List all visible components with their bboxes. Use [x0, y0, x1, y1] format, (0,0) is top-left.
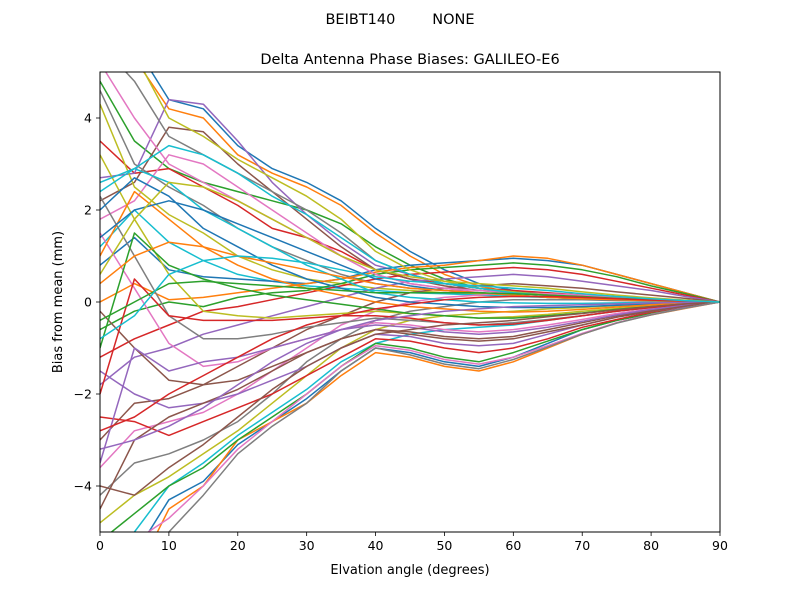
series-line-48 — [167, 301, 720, 532]
x-tick-label: 0 — [96, 538, 104, 553]
y-tick-label: 0 — [84, 295, 92, 310]
y-tick-label: −4 — [74, 479, 92, 494]
series-line-12 — [100, 255, 720, 303]
series-line-18 — [100, 298, 720, 496]
series-line-27 — [100, 232, 720, 368]
series-layer — [100, 72, 720, 532]
series-line-46 — [100, 301, 720, 496]
series-line-50 — [100, 255, 720, 340]
x-tick-label: 20 — [230, 538, 246, 553]
series-line-24 — [100, 301, 720, 437]
figure-suptitle: BEIBT140 NONE — [325, 12, 474, 28]
y-tick-label: 2 — [84, 203, 92, 218]
x-tick-label: 30 — [299, 538, 315, 553]
x-tick-label: 40 — [368, 538, 384, 553]
y-axis: −4 −2 0 2 4 — [74, 111, 100, 494]
series-line-45 — [100, 301, 720, 450]
x-axis-label: Elvation angle (degrees) — [330, 563, 489, 578]
x-tick-label: 80 — [643, 538, 659, 553]
series-line-36 — [100, 301, 720, 510]
series-line-35 — [100, 301, 720, 464]
x-tick-label: 90 — [712, 538, 728, 553]
chart-title: Delta Antenna Phase Biases: GALILEO-E6 — [260, 52, 559, 68]
series-line-34 — [100, 278, 720, 395]
series-line-44 — [100, 295, 720, 432]
y-tick-label: −2 — [74, 387, 92, 402]
x-tick-label: 60 — [505, 538, 521, 553]
x-tick-label: 10 — [161, 538, 177, 553]
series-line-26 — [100, 301, 720, 386]
y-tick-label: 4 — [84, 111, 92, 126]
x-axis: 0 10 20 30 40 50 60 70 80 90 — [96, 532, 728, 553]
series-line-42 — [100, 241, 720, 303]
x-tick-label: 50 — [436, 538, 452, 553]
series-line-31 — [100, 177, 720, 309]
series-line-49 — [100, 181, 720, 303]
y-axis-label: Bias from mean (mm) — [51, 231, 66, 373]
series-line-23 — [110, 301, 720, 532]
x-tick-label: 70 — [574, 538, 590, 553]
